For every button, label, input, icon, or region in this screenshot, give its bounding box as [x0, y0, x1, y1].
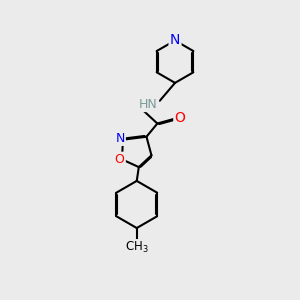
Text: N: N — [170, 34, 180, 47]
Text: CH$_3$: CH$_3$ — [125, 240, 148, 255]
Text: N: N — [115, 132, 125, 145]
Text: HN: HN — [139, 98, 158, 111]
Text: O: O — [115, 153, 124, 166]
Text: O: O — [175, 111, 185, 125]
